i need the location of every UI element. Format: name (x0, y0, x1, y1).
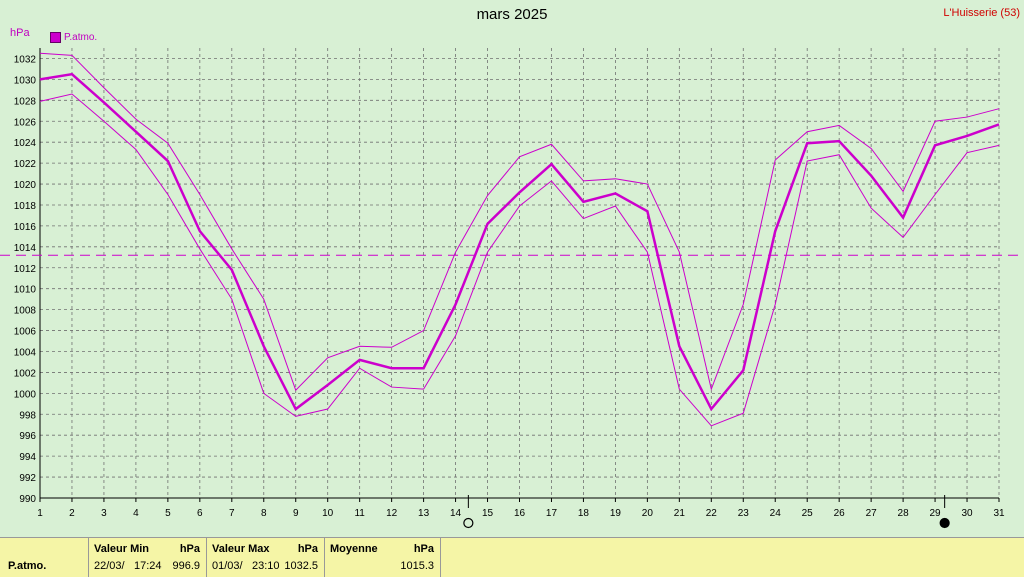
y-tick-label: 1004 (14, 347, 37, 358)
max-unit: hPa (297, 543, 318, 555)
footer-row-label: P.atmo. (8, 560, 47, 572)
x-tick-label: 17 (546, 508, 558, 519)
y-tick-label: 1012 (14, 264, 37, 275)
legend: P.atmo. (50, 32, 97, 43)
x-tick-label: 1 (37, 508, 43, 519)
y-tick-label: 1024 (14, 138, 37, 149)
x-tick-label: 19 (610, 508, 622, 519)
series-line-mean (39, 72, 1000, 412)
x-tick-label: 30 (961, 508, 973, 519)
x-tick-label: 6 (197, 508, 203, 519)
y-tick-label: 1010 (14, 285, 37, 296)
x-tick-label: 13 (418, 508, 430, 519)
avg-value: 1015.3 (400, 560, 434, 572)
pressure-chart: 9909929949969981000100210041006100810101… (0, 48, 1024, 529)
max-label: Valeur Max (212, 543, 270, 555)
max-value: 1032.5 (284, 560, 318, 572)
y-axis-unit: hPa (10, 27, 30, 39)
y-tick-label: 1022 (14, 159, 37, 170)
min-date: 22/03/ (94, 560, 125, 572)
y-tick-label: 994 (19, 452, 36, 463)
y-tick-label: 996 (19, 431, 36, 442)
legend-swatch (50, 32, 61, 43)
x-tick-label: 29 (930, 508, 942, 519)
x-tick-label: 16 (514, 508, 526, 519)
station-name: L'Huisserie (53) (943, 7, 1020, 19)
x-tick-label: 7 (229, 508, 235, 519)
y-tick-label: 998 (19, 410, 36, 421)
x-tick-label: 22 (706, 508, 718, 519)
avg-cell: Moyenne hPa 1015.3 (324, 538, 441, 577)
x-tick-label: 2 (69, 508, 75, 519)
x-tick-label: 15 (482, 508, 494, 519)
series-line-max (39, 52, 1000, 392)
y-tick-label: 990 (19, 494, 36, 505)
min-time: 17:24 (134, 560, 162, 572)
full-moon-icon (463, 517, 474, 529)
x-tick-label: 14 (450, 508, 462, 519)
y-tick-label: 992 (19, 473, 36, 484)
chart-title: mars 2025 (476, 6, 548, 23)
max-date: 01/03/ (212, 560, 243, 572)
y-tick-label: 1026 (14, 117, 37, 128)
x-tick-label: 28 (898, 508, 910, 519)
min-unit: hPa (179, 543, 200, 555)
x-tick-label: 25 (802, 508, 814, 519)
x-tick-label: 12 (386, 508, 398, 519)
x-tick-label: 21 (674, 508, 686, 519)
max-cell: Valeur Max hPa 01/03/ 23:10 1032.5 (206, 538, 325, 577)
y-tick-label: 1032 (14, 54, 37, 65)
series-line-min (39, 93, 1000, 427)
x-tick-label: 27 (866, 508, 878, 519)
y-tick-label: 1016 (14, 222, 37, 233)
avg-unit: hPa (413, 543, 434, 555)
y-tick-label: 1002 (14, 368, 37, 379)
footer-label-cell: P.atmo. (0, 538, 89, 577)
x-tick-label: 11 (354, 508, 365, 519)
new-moon-icon (939, 517, 950, 529)
x-tick-label: 26 (834, 508, 846, 519)
y-tick-label: 1030 (14, 75, 37, 86)
y-tick-label: 1000 (14, 389, 37, 400)
legend-label: P.atmo. (64, 32, 98, 43)
y-tick-label: 1008 (14, 306, 37, 317)
x-tick-label: 24 (770, 508, 782, 519)
y-tick-label: 1006 (14, 327, 37, 338)
x-tick-label: 31 (993, 508, 1005, 519)
y-tick-label: 1028 (14, 96, 37, 107)
x-tick-label: 18 (578, 508, 590, 519)
x-tick-label: 8 (261, 508, 267, 519)
min-label: Valeur Min (94, 543, 150, 555)
y-tick-label: 1018 (14, 201, 37, 212)
x-tick-label: 3 (101, 508, 107, 519)
y-tick-label: 1014 (14, 243, 37, 254)
x-tick-label: 23 (738, 508, 750, 519)
x-tick-label: 4 (133, 508, 139, 519)
min-cell: Valeur Min hPa 22/03/ 17:24 996.9 (88, 538, 207, 577)
x-tick-label: 5 (165, 508, 171, 519)
stats-footer: P.atmo. Valeur Min hPa 22/03/ 17:24 996.… (0, 537, 1024, 577)
max-time: 23:10 (252, 560, 280, 572)
x-tick-label: 10 (322, 508, 334, 519)
avg-label: Moyenne (330, 543, 378, 555)
y-tick-label: 1020 (14, 180, 37, 191)
x-tick-label: 9 (293, 508, 299, 519)
min-value: 996.9 (172, 560, 200, 572)
x-tick-label: 20 (642, 508, 654, 519)
